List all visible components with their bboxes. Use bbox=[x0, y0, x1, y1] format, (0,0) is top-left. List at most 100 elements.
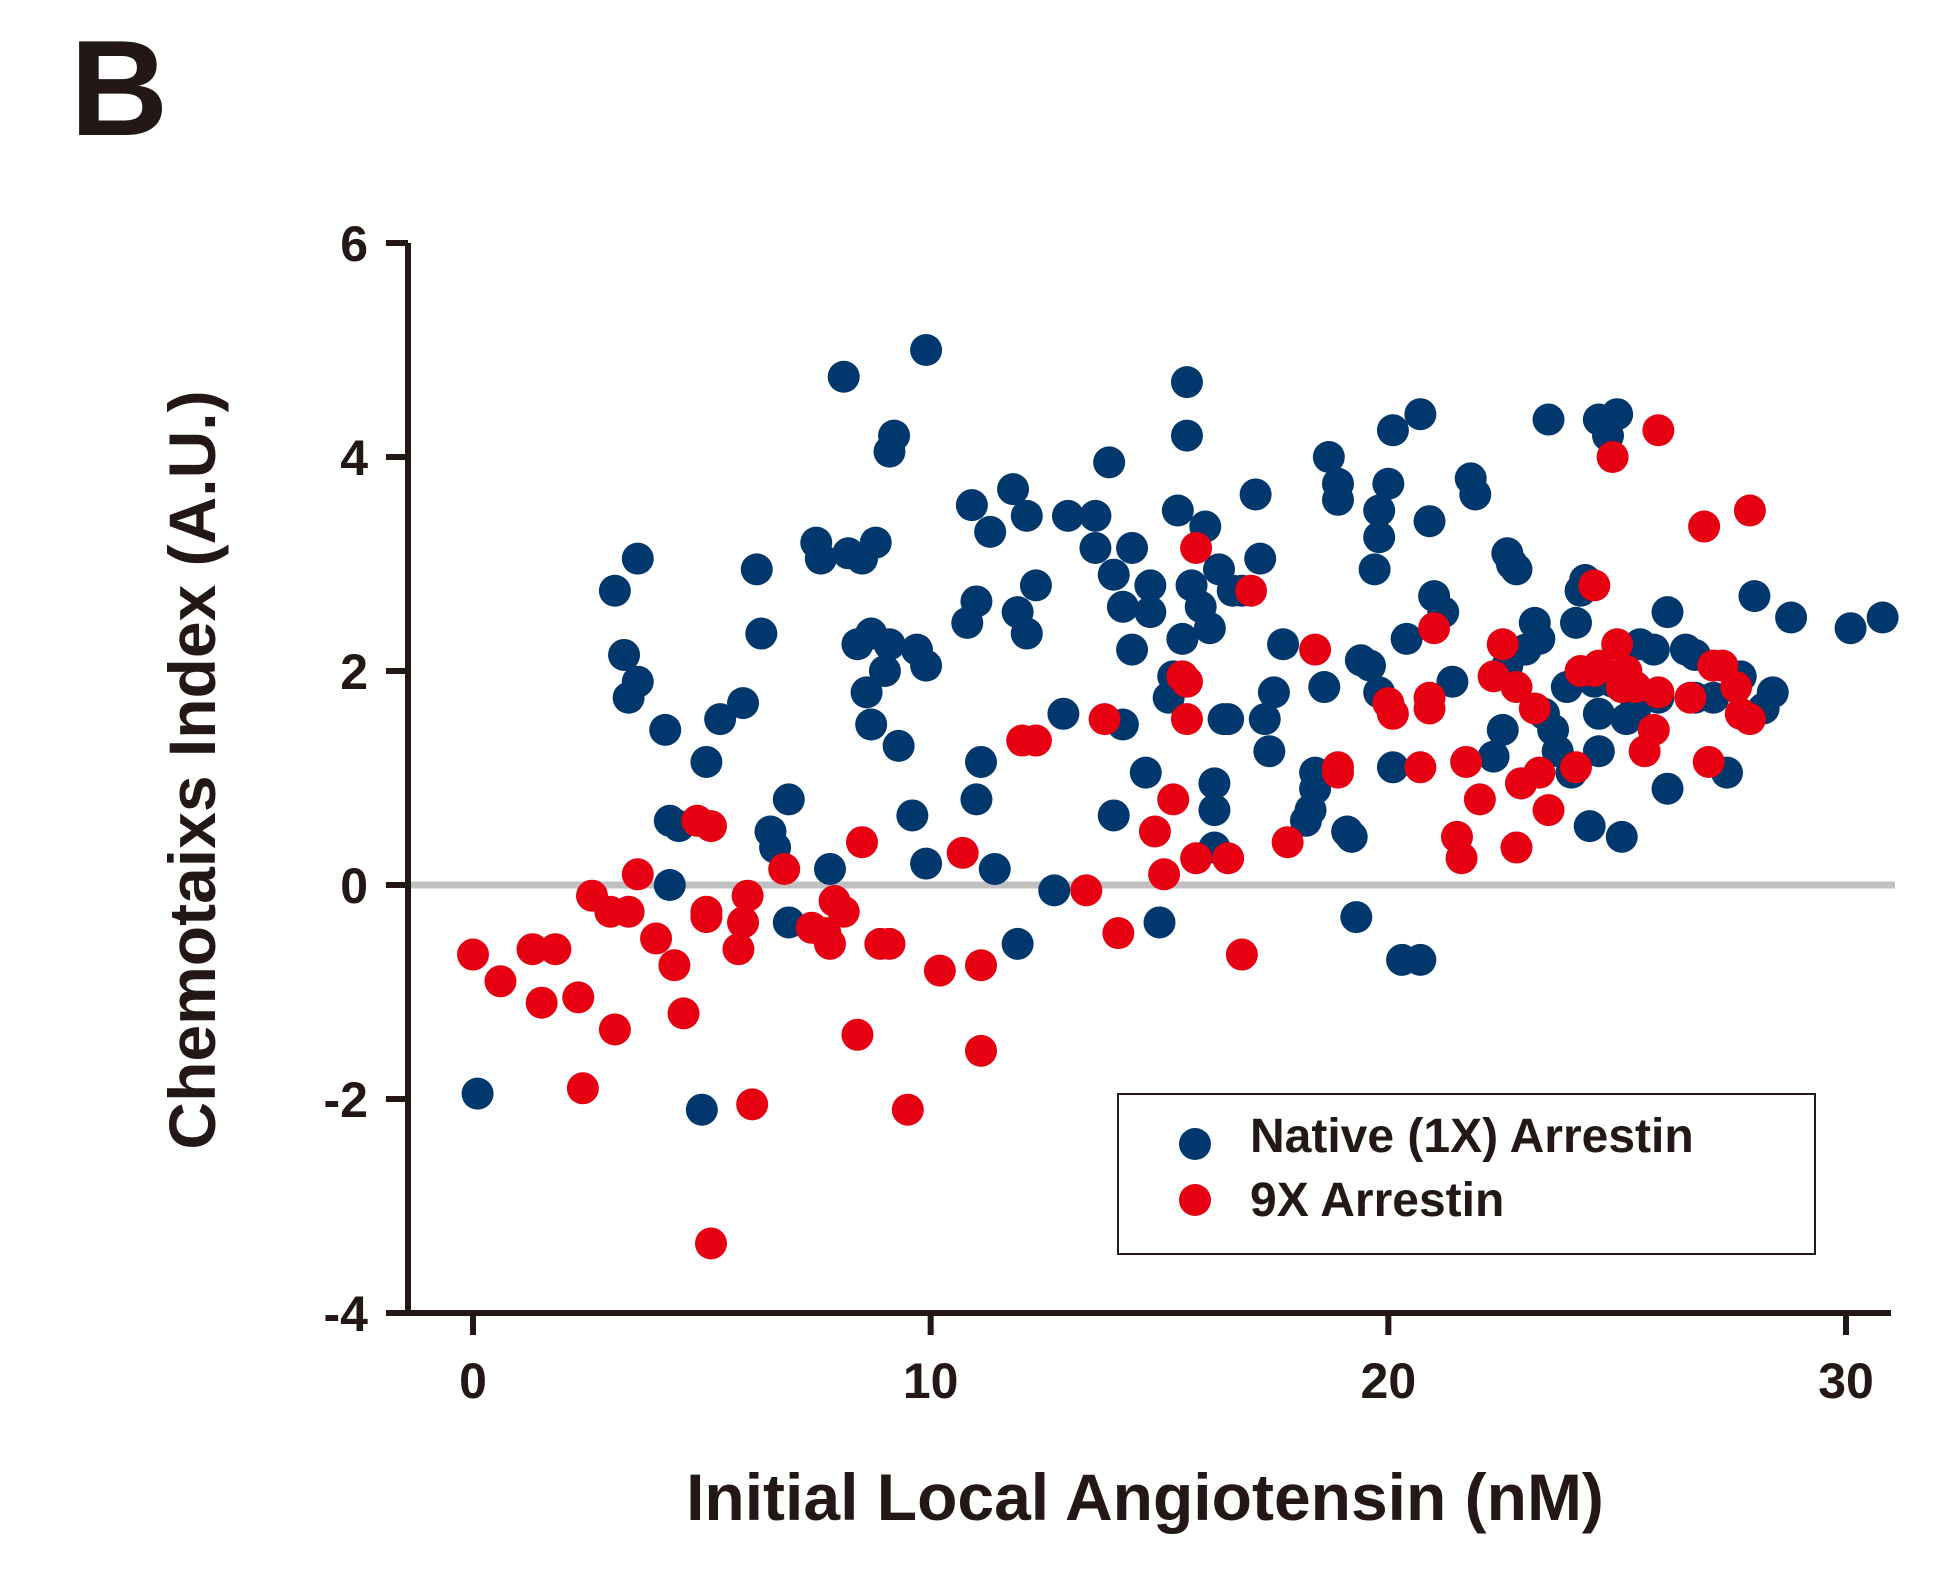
native-point bbox=[1161, 494, 1194, 527]
nine-x-point bbox=[1518, 692, 1551, 725]
native-point bbox=[461, 1077, 494, 1110]
native-point bbox=[1559, 606, 1592, 639]
native-point bbox=[1106, 590, 1139, 623]
nine-x-point bbox=[1733, 494, 1766, 527]
nine-x-point bbox=[1225, 938, 1258, 971]
nine-x-point bbox=[1271, 826, 1304, 859]
nine-x-point bbox=[457, 938, 489, 971]
native-point bbox=[1038, 874, 1071, 907]
native-point bbox=[1166, 622, 1199, 655]
x-tick-label: 10 bbox=[903, 1353, 959, 1409]
nine-x-point bbox=[965, 1034, 998, 1067]
nine-x-point bbox=[640, 922, 673, 955]
native-point bbox=[1335, 820, 1368, 853]
y-axis-title: Chemotaixs Index (A.U.) bbox=[155, 390, 229, 1149]
y-tick-label: 6 bbox=[340, 216, 368, 272]
nine-x-point bbox=[484, 965, 517, 998]
native-point bbox=[1372, 467, 1405, 500]
native-point bbox=[1134, 569, 1167, 602]
native-point bbox=[1129, 756, 1162, 789]
legend: Native (1X) Arrestin 9X Arrestin bbox=[1117, 1093, 1816, 1255]
nine-x-point bbox=[690, 901, 723, 934]
nine-x-point bbox=[736, 1088, 769, 1121]
nine-x-point bbox=[566, 1072, 599, 1105]
nine-x-point bbox=[1212, 842, 1245, 875]
data-points bbox=[457, 334, 1899, 1260]
native-point bbox=[1573, 810, 1606, 843]
nine-x-point bbox=[1019, 724, 1052, 757]
native-point bbox=[1404, 943, 1437, 976]
series-9x bbox=[457, 414, 1766, 1260]
nine-x-point bbox=[1235, 574, 1268, 607]
nine-x-point bbox=[1674, 681, 1707, 714]
native-point bbox=[1212, 703, 1245, 736]
nine-x-point bbox=[1299, 633, 1332, 666]
nine-x-point bbox=[621, 858, 654, 891]
x-tick-label: 0 bbox=[459, 1353, 487, 1409]
native-point bbox=[1376, 414, 1409, 447]
nine-x-point bbox=[1500, 671, 1533, 704]
native-point bbox=[868, 655, 901, 687]
nine-x-point bbox=[891, 1093, 924, 1126]
nine-x-point bbox=[1376, 697, 1409, 730]
native-point bbox=[882, 729, 915, 762]
nine-x-point bbox=[1157, 783, 1190, 816]
native-point bbox=[859, 526, 892, 559]
nine-x-point bbox=[658, 949, 691, 982]
legend-label-9x: 9X Arrestin bbox=[1250, 1174, 1504, 1227]
nine-x-point bbox=[722, 933, 755, 966]
nine-x-point bbox=[946, 836, 979, 869]
native-point bbox=[1170, 366, 1203, 399]
nine-x-point bbox=[1170, 703, 1203, 736]
native-point bbox=[878, 419, 911, 452]
native-point bbox=[1637, 633, 1670, 666]
nine-x-point bbox=[1138, 815, 1171, 848]
nine-x-point bbox=[1582, 649, 1615, 682]
native-point bbox=[685, 1093, 718, 1126]
native-point bbox=[1321, 483, 1354, 516]
nine-x-point bbox=[846, 826, 879, 859]
nine-x-point bbox=[1642, 676, 1675, 709]
tick-layer: -4 -2 0 2 4 6 0 10 20 30 bbox=[324, 216, 1874, 1409]
native-point bbox=[850, 676, 883, 709]
native-point bbox=[1079, 531, 1112, 564]
native-point bbox=[1363, 494, 1396, 527]
nine-x-point bbox=[562, 981, 595, 1014]
native-point bbox=[1198, 794, 1231, 827]
nine-x-point bbox=[1642, 414, 1675, 447]
nine-x-point bbox=[598, 1013, 631, 1046]
native-point bbox=[827, 360, 860, 393]
native-point bbox=[1257, 676, 1290, 709]
nine-x-point bbox=[1559, 751, 1592, 784]
native-point bbox=[910, 649, 943, 682]
nine-x-point bbox=[1445, 842, 1478, 875]
nine-x-point bbox=[1692, 745, 1725, 778]
nine-x-point bbox=[1321, 756, 1354, 789]
native-point bbox=[1582, 735, 1615, 768]
nine-x-point bbox=[694, 1227, 727, 1260]
y-tick-label: 4 bbox=[340, 430, 368, 486]
native-point bbox=[1001, 927, 1034, 960]
native-point bbox=[1267, 628, 1300, 661]
legend-label-native: Native (1X) Arrestin bbox=[1250, 1110, 1694, 1163]
nine-x-point bbox=[1596, 441, 1629, 473]
nine-x-point bbox=[768, 852, 801, 885]
nine-x-point bbox=[1180, 531, 1213, 564]
nine-x-point bbox=[813, 927, 846, 960]
native-point bbox=[621, 665, 654, 698]
legend-box bbox=[1117, 1093, 1816, 1255]
native-point bbox=[1834, 612, 1867, 645]
native-point bbox=[1051, 499, 1084, 532]
native-point bbox=[1116, 531, 1149, 564]
native-point bbox=[1413, 505, 1446, 538]
native-point bbox=[1756, 676, 1789, 709]
nine-x-point bbox=[841, 1018, 874, 1051]
nine-x-point bbox=[1601, 628, 1634, 661]
native-point bbox=[965, 745, 998, 778]
native-point bbox=[1436, 665, 1469, 698]
nine-x-point bbox=[694, 810, 727, 843]
x-axis-title: Initial Local Angiotensin (nM) bbox=[686, 1460, 1604, 1534]
native-point bbox=[960, 783, 993, 816]
native-point bbox=[896, 799, 929, 832]
nine-x-point bbox=[525, 986, 558, 1019]
